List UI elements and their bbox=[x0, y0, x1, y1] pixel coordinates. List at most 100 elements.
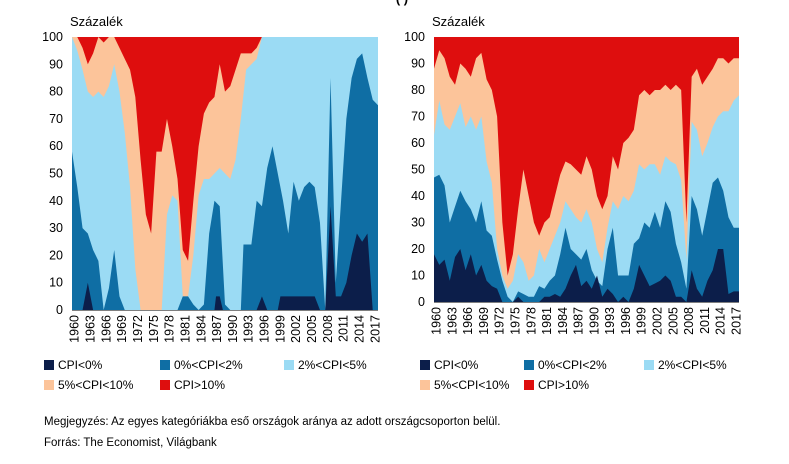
legend-swatch bbox=[524, 360, 534, 370]
x-tick-label: 2017 bbox=[729, 307, 743, 335]
legend-label: 0%<CPI<2% bbox=[538, 358, 607, 372]
legend-swatch bbox=[160, 380, 170, 390]
y-tick-label: 70 bbox=[411, 110, 425, 124]
header-fragment: ( ) bbox=[396, 0, 408, 6]
legend-item-cpi-over-10: CPI>10% bbox=[160, 376, 225, 394]
x-tick-label: 1990 bbox=[226, 315, 240, 343]
legend-swatch bbox=[524, 380, 534, 390]
x-tick-label: 2011 bbox=[698, 307, 712, 334]
y-tick-label: 50 bbox=[49, 167, 63, 181]
legend-swatch bbox=[644, 360, 654, 370]
x-tick-label: 1969 bbox=[115, 315, 129, 343]
legend-item-cpi-0-2: 0%<CPI<2% bbox=[524, 356, 607, 374]
x-tick-label: 1966 bbox=[99, 315, 113, 343]
legend: CPI<0% 0%<CPI<2% 2%<CPI<5% 5%<CPI<10% CP… bbox=[44, 356, 784, 396]
legend-item-cpi-2-5: 2%<CPI<5% bbox=[644, 356, 727, 374]
area-series-cpi-lt-0pct bbox=[72, 206, 378, 310]
legend-swatch bbox=[420, 360, 430, 370]
x-tick-label: 1963 bbox=[83, 315, 97, 343]
x-tick-label: 2008 bbox=[321, 315, 335, 343]
y-tick-label: 10 bbox=[49, 276, 63, 290]
legend-item-cpi-5-10: 5%<CPI<10% bbox=[44, 376, 133, 394]
x-tick-label: 1984 bbox=[556, 307, 570, 335]
x-tick-label: 1984 bbox=[194, 315, 208, 343]
x-tick-label: 1978 bbox=[524, 307, 538, 335]
x-tick-label: 2011 bbox=[337, 315, 351, 342]
x-tick-label: 1987 bbox=[572, 307, 586, 335]
y-tick-label: 80 bbox=[411, 83, 425, 97]
y-tick-label: 60 bbox=[49, 139, 63, 153]
x-tick-label: 1972 bbox=[493, 307, 507, 335]
area-series-0pct-lt-cpi-lt-2pct bbox=[434, 174, 739, 302]
x-tick-label: 2005 bbox=[666, 307, 680, 335]
legend-swatch bbox=[160, 360, 170, 370]
area-series-cpi-lt-0pct bbox=[434, 249, 739, 302]
y-tick-label: 70 bbox=[49, 112, 63, 126]
y-tick-label: 30 bbox=[49, 221, 63, 235]
y-tick-label: 90 bbox=[49, 57, 63, 71]
x-tick-label: 1966 bbox=[461, 307, 475, 335]
y-tick-label: 60 bbox=[411, 136, 425, 150]
x-tick-label: 1993 bbox=[603, 307, 617, 335]
y-tick-label: 0 bbox=[56, 303, 63, 317]
legend-label: CPI>10% bbox=[174, 378, 226, 392]
footnote-note: Megjegyzés: Az egyes kategóriákba eső or… bbox=[44, 416, 501, 428]
x-tick-label: 1999 bbox=[635, 307, 649, 335]
y-tick-label: 30 bbox=[411, 216, 425, 230]
legend-item-cpi-over-10: CPI>10% bbox=[524, 376, 589, 394]
x-tick-label: 1972 bbox=[131, 315, 145, 343]
x-tick-label: 1987 bbox=[210, 315, 224, 343]
x-tick-label: 2014 bbox=[714, 307, 728, 335]
legend-item-cpi-5-10: 5%<CPI<10% bbox=[420, 376, 509, 394]
x-tick-label: 2002 bbox=[650, 307, 664, 335]
legend-swatch bbox=[284, 360, 294, 370]
x-tick-label: 2017 bbox=[368, 315, 382, 343]
y-tick-label: 40 bbox=[49, 194, 63, 208]
y-tick-label: 100 bbox=[42, 30, 63, 44]
y-axis-title: Százalék bbox=[70, 14, 123, 29]
y-tick-label: 10 bbox=[411, 269, 425, 283]
legend-label: CPI<0% bbox=[434, 358, 479, 372]
legend-label: CPI>10% bbox=[538, 378, 590, 392]
legend-label: 0%<CPI<2% bbox=[174, 358, 243, 372]
x-tick-label: 1969 bbox=[477, 307, 491, 335]
x-tick-label: 1960 bbox=[430, 307, 444, 335]
legend-label: 2%<CPI<5% bbox=[298, 358, 367, 372]
x-tick-label: 1999 bbox=[273, 315, 287, 343]
y-tick-label: 90 bbox=[411, 57, 425, 71]
y-tick-label: 100 bbox=[404, 30, 425, 44]
y-tick-label: 50 bbox=[411, 163, 425, 177]
legend-label: 5%<CPI<10% bbox=[434, 378, 510, 392]
x-tick-label: 1975 bbox=[147, 315, 161, 343]
footnote-source: Forrás: The Economist, Világbank bbox=[44, 437, 217, 449]
x-tick-label: 1978 bbox=[163, 315, 177, 343]
y-tick-label: 40 bbox=[411, 189, 425, 203]
x-tick-label: 1960 bbox=[68, 315, 82, 343]
x-tick-label: 2002 bbox=[289, 315, 303, 343]
x-tick-label: 1981 bbox=[178, 315, 192, 343]
x-tick-label: 2014 bbox=[353, 315, 367, 343]
x-tick-label: 1996 bbox=[619, 307, 633, 335]
legend-swatch bbox=[420, 380, 430, 390]
legend-item-cpi-negative: CPI<0% bbox=[420, 356, 478, 374]
x-tick-label: 2005 bbox=[305, 315, 319, 343]
charts-canvas: ( ) Százalék0102030405060708090100196019… bbox=[42, 0, 743, 343]
y-tick-label: 80 bbox=[49, 85, 63, 99]
area-series-0pct-lt-cpi-lt-2pct bbox=[72, 53, 378, 310]
legend-label: 2%<CPI<5% bbox=[658, 358, 727, 372]
y-axis-title: Százalék bbox=[432, 14, 485, 29]
legend-label: CPI<0% bbox=[58, 358, 103, 372]
x-tick-label: 1975 bbox=[509, 307, 523, 335]
legend-swatch bbox=[44, 360, 54, 370]
x-tick-label: 1990 bbox=[587, 307, 601, 335]
y-tick-label: 20 bbox=[49, 248, 63, 262]
legend-item-cpi-2-5: 2%<CPI<5% bbox=[284, 356, 367, 374]
legend-item-cpi-negative: CPI<0% bbox=[44, 356, 102, 374]
y-tick-label: 20 bbox=[411, 242, 425, 256]
x-tick-label: 2008 bbox=[682, 307, 696, 335]
x-tick-label: 1981 bbox=[540, 307, 554, 335]
legend-swatch bbox=[44, 380, 54, 390]
